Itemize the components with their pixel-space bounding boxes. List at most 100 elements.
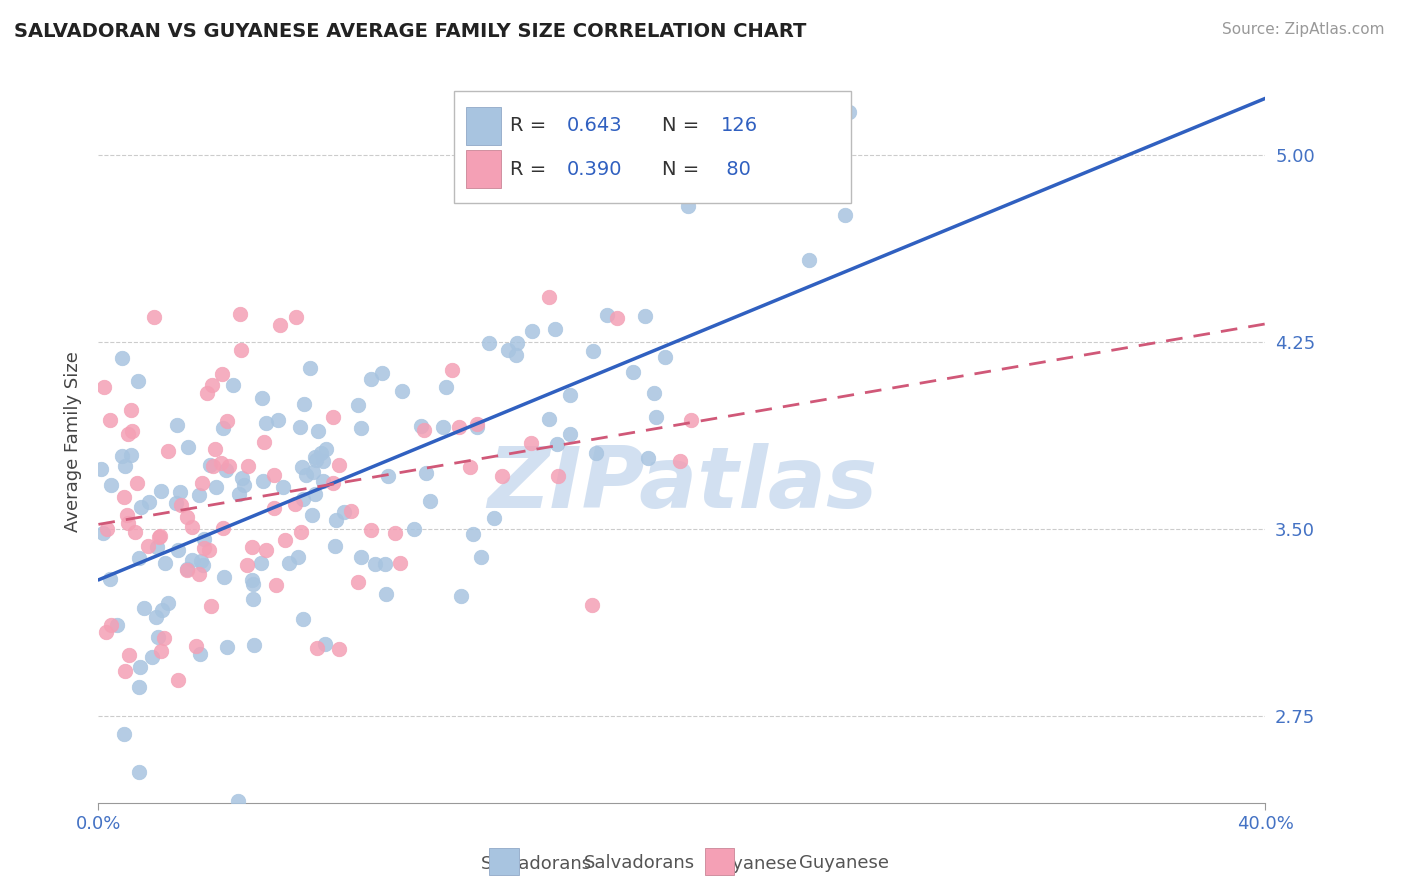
Point xyxy=(212,521,235,535)
Point xyxy=(284,310,307,325)
Point xyxy=(100,478,122,492)
Point xyxy=(463,527,485,541)
Point xyxy=(292,492,315,507)
Point xyxy=(124,524,146,539)
Point xyxy=(269,318,291,333)
Point xyxy=(112,727,135,741)
Point xyxy=(478,335,501,350)
Point xyxy=(384,525,406,540)
Point xyxy=(267,413,290,427)
Point xyxy=(148,529,170,543)
Point xyxy=(328,642,350,657)
Point xyxy=(305,640,328,655)
Point xyxy=(181,519,204,533)
Point xyxy=(623,365,645,379)
Point xyxy=(195,386,218,401)
Point xyxy=(166,543,188,558)
Point xyxy=(560,427,582,442)
Point xyxy=(201,377,224,392)
Point xyxy=(187,566,209,581)
Point xyxy=(679,412,702,426)
Text: 80: 80 xyxy=(720,160,751,178)
Point xyxy=(193,541,215,556)
Point xyxy=(90,462,112,476)
Point xyxy=(522,324,544,338)
Text: 0.390: 0.390 xyxy=(567,160,621,178)
Point xyxy=(222,378,245,392)
Point xyxy=(838,105,860,120)
Point xyxy=(402,522,425,536)
Point xyxy=(141,650,163,665)
Point xyxy=(505,348,527,362)
Point xyxy=(190,554,212,568)
Point xyxy=(96,522,118,536)
Point xyxy=(340,504,363,518)
Point xyxy=(114,665,136,679)
Text: N =: N = xyxy=(662,116,699,136)
Point xyxy=(409,418,432,433)
Point xyxy=(252,474,274,488)
Point xyxy=(350,421,373,435)
Point xyxy=(120,448,142,462)
Point xyxy=(309,446,332,460)
Point xyxy=(236,458,259,473)
Point xyxy=(498,343,520,357)
Point xyxy=(111,449,134,463)
Text: Guyanese: Guyanese xyxy=(799,855,889,872)
Point xyxy=(100,618,122,632)
Point xyxy=(314,637,336,651)
Point xyxy=(117,508,139,523)
Point xyxy=(364,557,387,571)
Point xyxy=(204,442,226,456)
Point xyxy=(360,523,382,537)
Point xyxy=(93,380,115,394)
Point xyxy=(274,533,297,547)
Point xyxy=(242,638,264,652)
Point xyxy=(117,516,139,530)
Point xyxy=(328,458,350,472)
Point xyxy=(254,416,277,430)
Point xyxy=(460,460,482,475)
Point xyxy=(482,510,505,524)
Point xyxy=(304,450,326,465)
Point xyxy=(263,501,285,516)
Point xyxy=(209,456,232,470)
Point xyxy=(305,453,328,467)
Point xyxy=(278,557,301,571)
Point xyxy=(211,367,233,381)
FancyBboxPatch shape xyxy=(465,107,501,145)
Point xyxy=(266,578,288,592)
Point xyxy=(290,524,312,539)
Point xyxy=(152,631,174,645)
Point xyxy=(242,577,264,591)
Point xyxy=(450,589,472,603)
Y-axis label: Average Family Size: Average Family Size xyxy=(63,351,82,532)
Point xyxy=(491,469,513,483)
Point xyxy=(470,549,492,564)
Text: N =: N = xyxy=(662,160,699,178)
Point xyxy=(644,410,666,425)
Point xyxy=(374,557,396,571)
Point xyxy=(322,410,344,425)
Point xyxy=(202,459,225,474)
Point xyxy=(229,308,252,322)
Point xyxy=(240,540,263,554)
Point xyxy=(581,599,603,613)
Point xyxy=(98,572,121,586)
Point xyxy=(315,442,337,457)
Point xyxy=(128,764,150,779)
Point xyxy=(105,618,128,632)
Point xyxy=(176,509,198,524)
Text: 126: 126 xyxy=(720,116,758,136)
Point xyxy=(114,459,136,474)
Point xyxy=(150,483,173,498)
Point xyxy=(215,640,238,655)
Point xyxy=(538,290,561,304)
Point xyxy=(218,458,240,473)
Point xyxy=(346,398,368,412)
Point xyxy=(150,602,173,616)
Point xyxy=(205,480,228,494)
Point xyxy=(465,417,488,431)
Point xyxy=(323,539,346,553)
Point xyxy=(432,419,454,434)
